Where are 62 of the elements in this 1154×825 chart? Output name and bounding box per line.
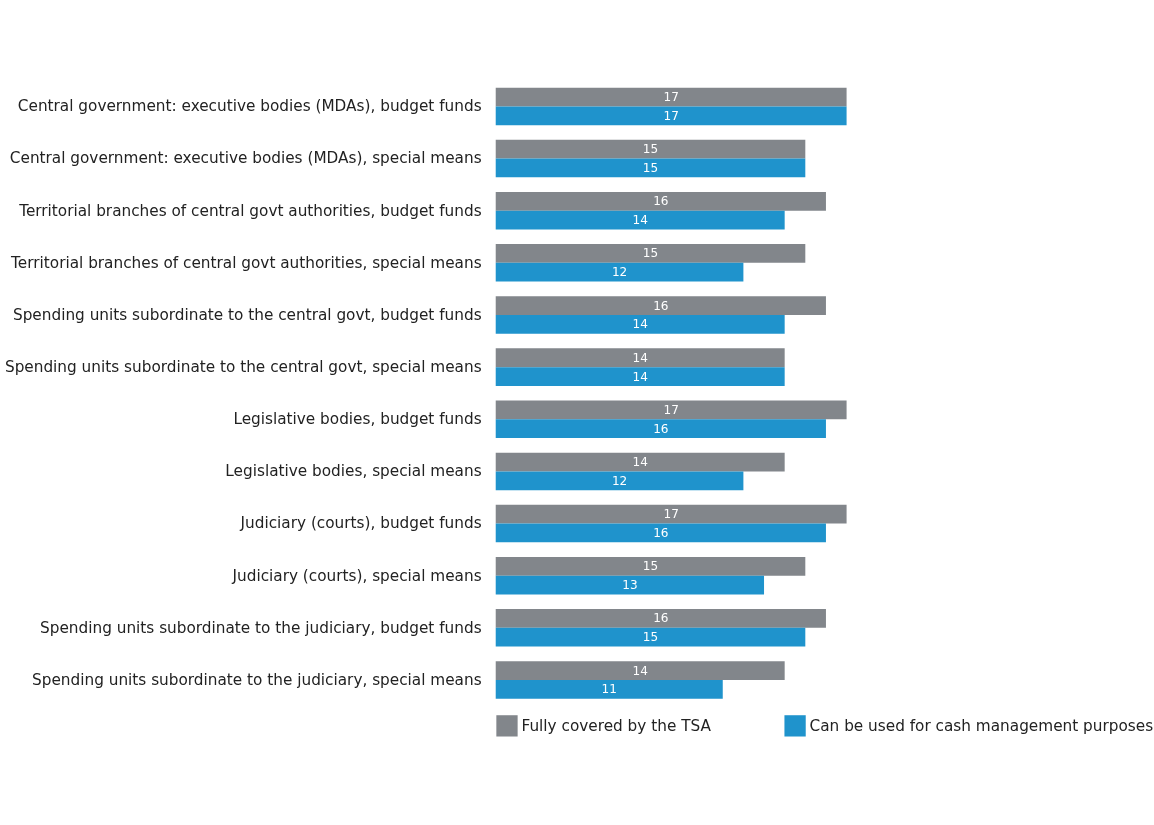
bar [495, 471, 744, 491]
data-label: 14 [632, 350, 648, 365]
bar [495, 296, 826, 315]
y-tick-label: Spending units subordinate to the central govt, budget funds [12, 305, 482, 324]
data-label: 16 [653, 298, 669, 313]
data-label: 12 [611, 265, 628, 280]
bar [495, 139, 806, 159]
data-label: 16 [653, 611, 669, 626]
bar [495, 191, 826, 211]
data-label: 14 [632, 455, 648, 470]
data-label: 16 [653, 525, 669, 540]
data-label: 14 [632, 369, 648, 384]
bar [495, 314, 785, 334]
legend-label: Fully covered by the TSA [521, 716, 712, 735]
data-label: 17 [663, 90, 679, 105]
y-tick-label: Legislative bodies, budget funds [233, 410, 482, 429]
bar [495, 523, 826, 543]
data-label: 17 [663, 108, 679, 123]
legend-label: Can be used for cash management purposes [809, 716, 1154, 735]
data-label: 14 [632, 317, 648, 332]
y-tick-label: Territorial branches of central govt authorities, budget funds [18, 201, 482, 220]
bar [495, 348, 785, 368]
y-tick-label: Judiciary (courts), special means [231, 566, 482, 585]
bar [495, 627, 806, 647]
bar [495, 419, 826, 439]
data-label: 12 [611, 473, 628, 488]
bar [495, 661, 785, 680]
bar [495, 400, 847, 420]
data-label: 15 [642, 160, 659, 175]
y-tick-label: Spending units subordinate to the judiciary, budget funds [40, 618, 482, 637]
y-tick-label: Central government: executive bodies (MDAs), budget funds [17, 97, 482, 116]
bar [495, 87, 847, 107]
bar [495, 452, 785, 472]
data-label: 14 [632, 663, 648, 678]
data-label: 15 [642, 142, 659, 157]
bar [495, 210, 785, 230]
bar [495, 609, 826, 628]
bar [495, 504, 847, 524]
y-tick-label: Legislative bodies, special means [225, 462, 482, 481]
bar [495, 556, 806, 576]
data-label: 15 [642, 630, 659, 645]
bar [495, 106, 847, 126]
y-tick-label: Territorial branches of central govt authorities, special means [10, 253, 482, 272]
bar [495, 679, 723, 699]
data-label: 17 [663, 402, 679, 417]
bar [495, 262, 744, 282]
data-label: 14 [632, 213, 648, 228]
bar [495, 244, 806, 263]
data-label: 16 [653, 194, 669, 209]
y-tick-label: Central government: executive bodies (MDAs), special means [9, 149, 482, 168]
data-label: 16 [653, 421, 669, 436]
bar [495, 575, 765, 595]
data-label: 15 [642, 559, 659, 574]
y-tick-label: Spending units subordinate to the judiciary, special means [32, 670, 482, 689]
y-tick-label: Judiciary (courts), budget funds [239, 514, 482, 533]
data-label: 15 [642, 246, 659, 261]
data-label: 11 [601, 682, 617, 697]
bar [495, 158, 806, 178]
data-label: 17 [663, 507, 679, 522]
data-label: 13 [622, 578, 638, 593]
bar [495, 367, 785, 386]
y-tick-label: Spending units subordinate to the central govt, special means [4, 357, 482, 376]
